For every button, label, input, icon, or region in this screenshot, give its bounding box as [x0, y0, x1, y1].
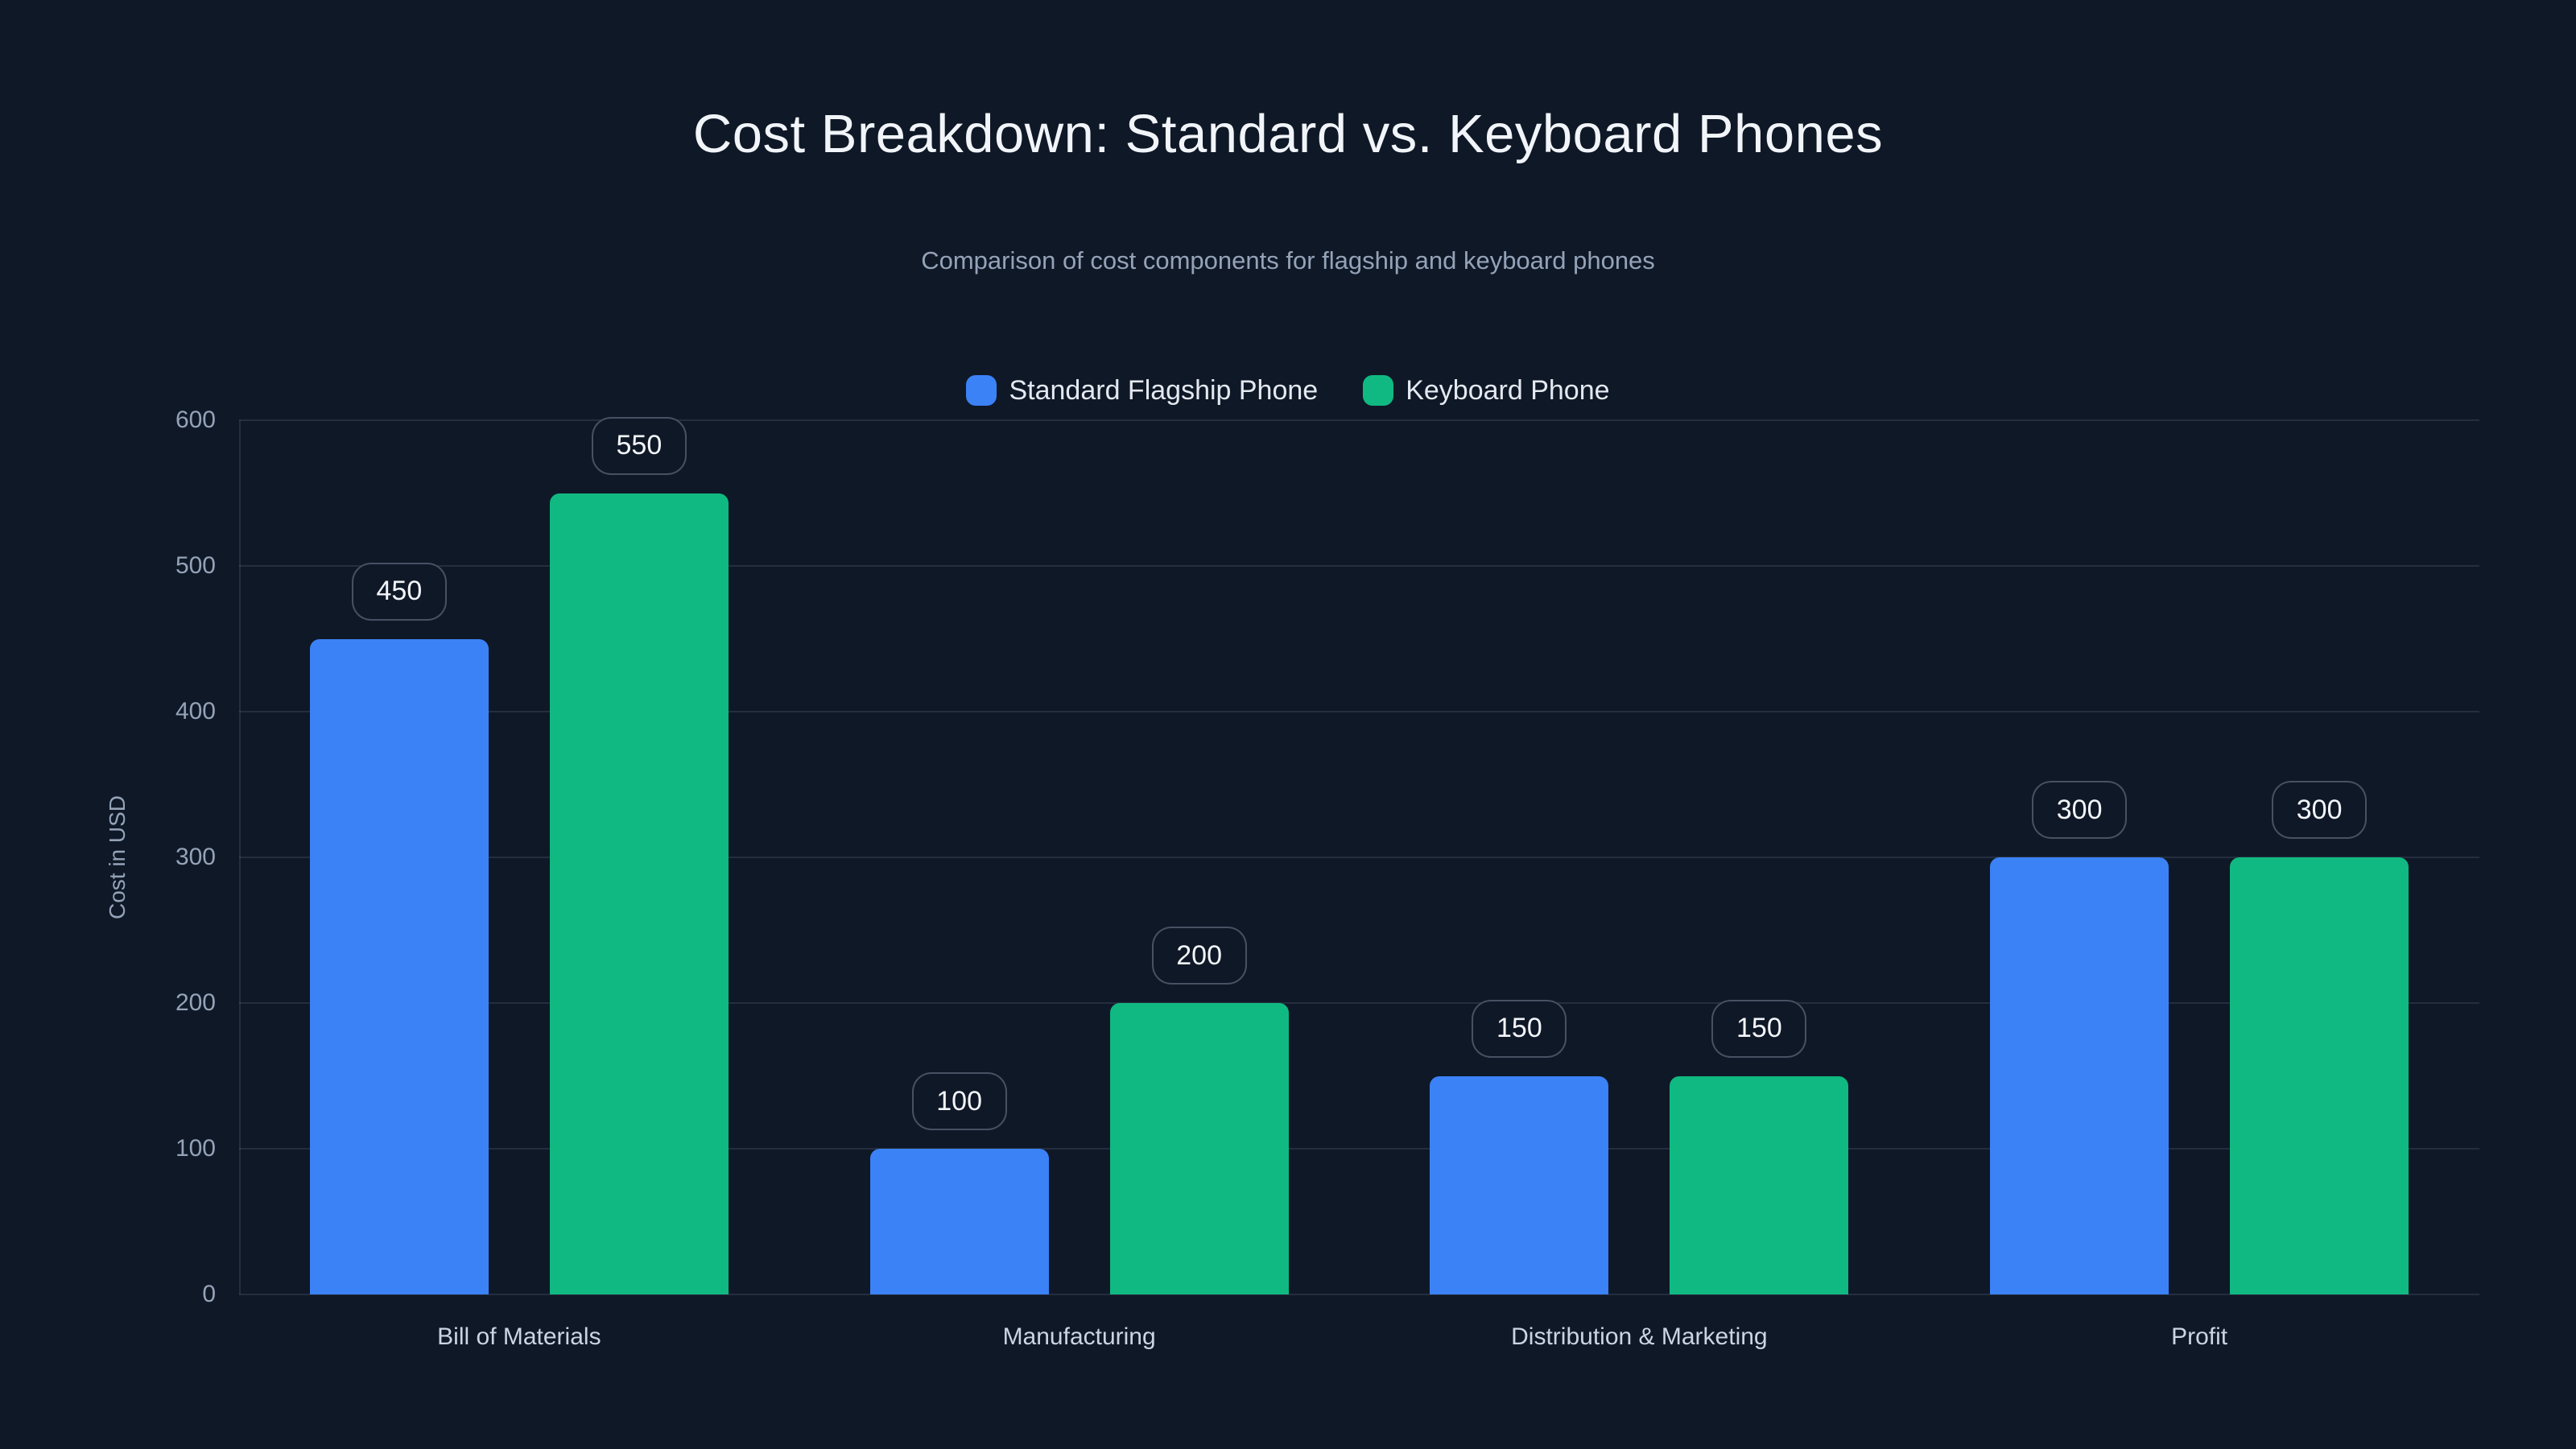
gridline	[239, 419, 2479, 421]
bar-value-badge: 100	[911, 1072, 1007, 1130]
bar-value-badge: 450	[351, 562, 447, 621]
gridline	[239, 1002, 2479, 1004]
chart-title: Cost Breakdown: Standard vs. Keyboard Ph…	[692, 104, 1884, 164]
legend-item-standard[interactable]: Standard Flagship Phone	[966, 375, 1318, 407]
legend: Standard Flagship Phone Keyboard Phone	[0, 372, 2576, 409]
bar-standard-1[interactable]	[869, 1149, 1049, 1294]
bar-standard-3[interactable]	[1990, 857, 2169, 1294]
y-tick-label: 200	[175, 989, 216, 1016]
plot-area	[239, 419, 2479, 1295]
bar-keyboard-2[interactable]	[1670, 1075, 1849, 1294]
gridline	[239, 1294, 2479, 1295]
gridline	[239, 565, 2479, 567]
y-tick-label: 500	[175, 552, 216, 579]
legend-item-keyboard[interactable]: Keyboard Phone	[1363, 374, 1610, 407]
x-tick-label: Manufacturing	[1002, 1323, 1156, 1350]
bar-value-badge: 150	[1472, 999, 1567, 1058]
bar-keyboard-1[interactable]	[1109, 1003, 1289, 1294]
y-tick-label: 600	[175, 407, 216, 433]
legend-swatch-icon	[966, 375, 997, 406]
y-tick-label: 300	[175, 844, 216, 870]
bar-value-badge: 150	[1711, 999, 1807, 1058]
x-tick-label: Bill of Materials	[437, 1323, 601, 1350]
x-tick-label: Distribution & Marketing	[1511, 1323, 1768, 1350]
bar-value-badge: 300	[2272, 781, 2368, 839]
bar-value-badge: 300	[2032, 781, 2128, 839]
legend-swatch-icon	[1363, 375, 1394, 406]
bar-keyboard-0[interactable]	[549, 493, 729, 1294]
y-tick-label: 400	[175, 698, 216, 724]
y-tick-label: 100	[175, 1135, 216, 1162]
bar-standard-0[interactable]	[309, 638, 489, 1294]
legend-label: Standard Flagship Phone	[1009, 374, 1319, 406]
bar-keyboard-3[interactable]	[2230, 857, 2409, 1294]
bar-value-badge: 200	[1151, 927, 1247, 985]
y-tick-label: 0	[202, 1281, 216, 1307]
bar-value-badge: 550	[591, 416, 687, 475]
chart-subtitle: Comparison of cost components for flagsh…	[921, 246, 1655, 275]
gridline	[239, 711, 2479, 712]
y-axis-line	[239, 420, 241, 1294]
legend-label: Keyboard Phone	[1406, 374, 1610, 406]
gridline	[239, 1148, 2479, 1150]
gridline	[239, 857, 2479, 858]
x-tick-label: Profit	[2171, 1323, 2228, 1350]
bar-standard-2[interactable]	[1430, 1075, 1609, 1294]
